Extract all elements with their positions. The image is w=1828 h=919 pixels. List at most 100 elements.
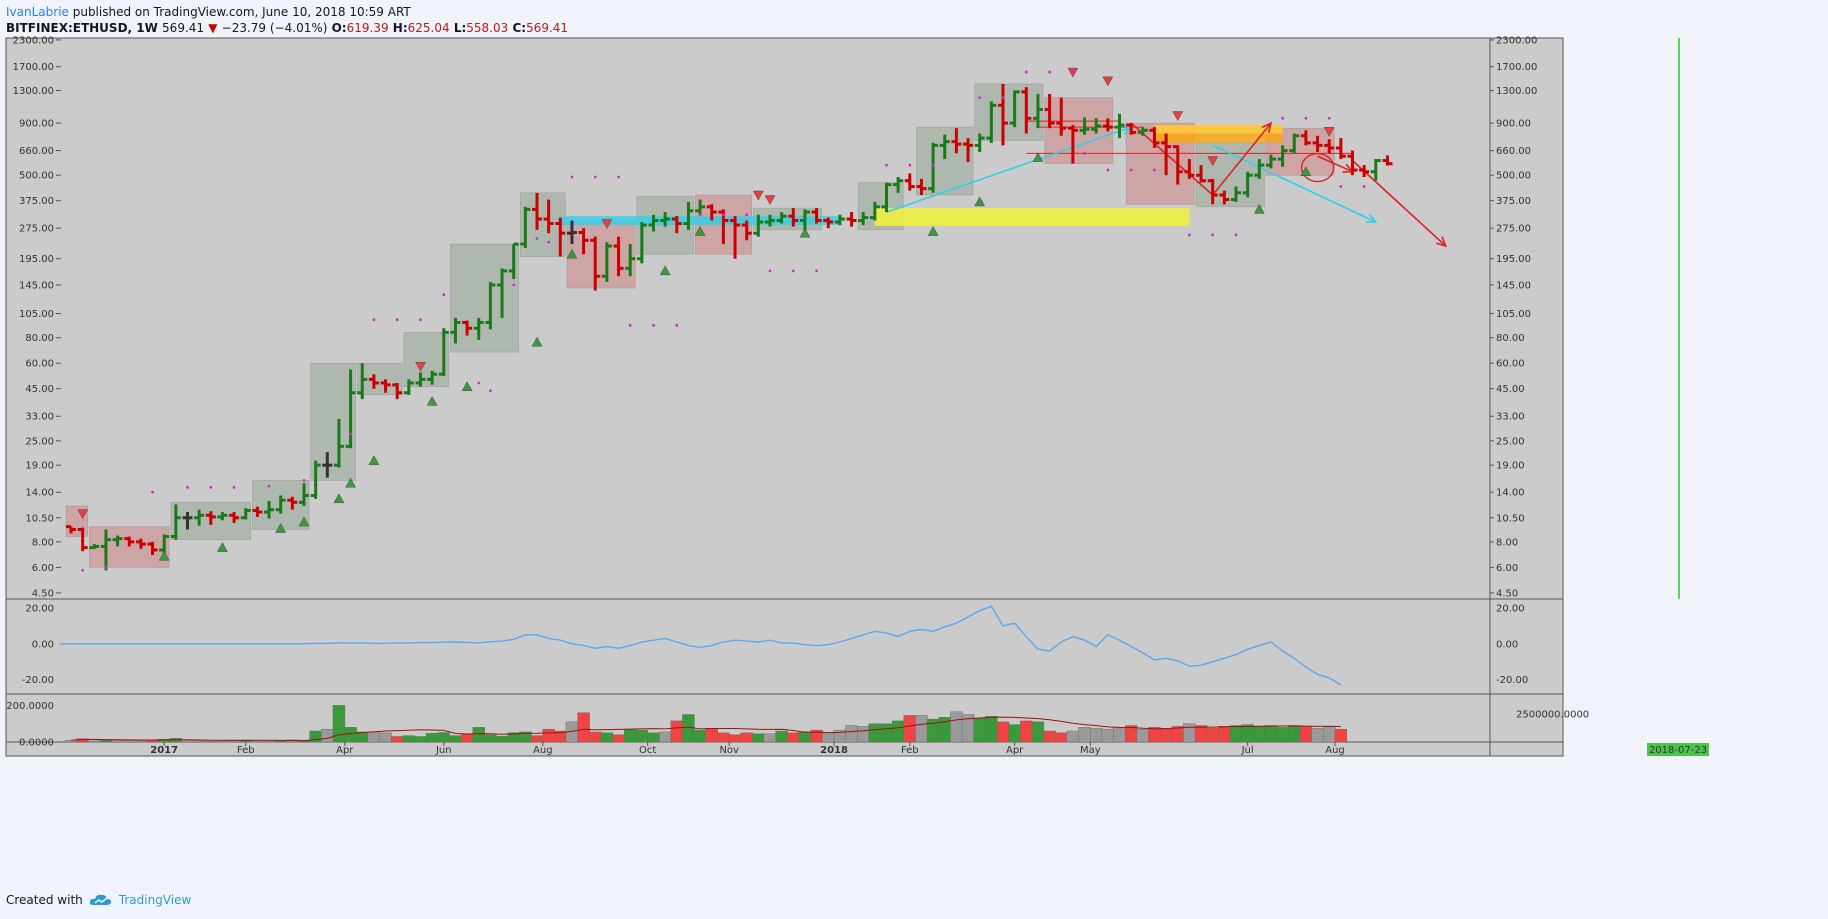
y-tick-label-left: 19.00 [25, 461, 54, 472]
osc-tick-label-right: -20.00 [1496, 675, 1528, 686]
open-value: 619.39 [346, 21, 389, 35]
volume-bar [624, 728, 637, 743]
pivot-dot [617, 175, 620, 179]
osc-tick-label-right: 20.00 [1496, 603, 1525, 614]
signal-up-icon [275, 523, 287, 533]
volume-bar [612, 734, 625, 743]
y-tick-label-right: 1700.00 [1496, 62, 1537, 73]
y-tick-label-right: 60.00 [1496, 359, 1525, 370]
y-tick-label-right: 900.00 [1496, 119, 1531, 130]
osc-tick-label-left: -20.00 [22, 675, 54, 686]
osc-tick-label-left: 20.00 [25, 603, 54, 614]
y-tick-label-left: 145.00 [19, 280, 54, 291]
right-axis-area [1489, 37, 1564, 757]
pivot-dot [1327, 116, 1331, 120]
osc-tick-label-right: 0.00 [1496, 639, 1518, 650]
y-tick-label-left: 25.00 [25, 436, 54, 447]
volume-bar [635, 729, 649, 743]
volume-bar [1020, 720, 1033, 743]
signal-up-icon [298, 516, 310, 527]
volume-bar [903, 715, 916, 743]
volume-bar [449, 735, 462, 743]
volume-bar [227, 740, 241, 743]
volume-bar [845, 725, 858, 743]
range-box [450, 243, 520, 353]
volume-bar [332, 705, 346, 743]
signal-down-icon [77, 509, 88, 520]
range-box [974, 83, 1044, 141]
red-circle-marker [1300, 152, 1335, 183]
pivot-dot [931, 163, 935, 167]
signal-up-icon [566, 248, 578, 259]
chart-axes: 2300.00 2300.00 1700.00 1700.00 1300.00 1300.… [6, 35, 1709, 756]
pivot-dot [768, 269, 772, 273]
signal-up-icon [1253, 204, 1265, 214]
y-tick-label-left: 375.00 [19, 196, 54, 207]
volume-bar [728, 734, 742, 743]
volume-bar [577, 712, 590, 743]
y-tick-label-left: 1300.00 [13, 86, 54, 97]
volume-bar [868, 723, 882, 743]
volume-bar [402, 735, 416, 743]
pivot-dot [1362, 185, 1366, 188]
x-tick-label: Nov [719, 745, 739, 756]
signal-up-icon [531, 336, 543, 347]
x-tick-label: Apr [336, 745, 354, 756]
open-label: O: [331, 21, 347, 35]
volume-bar [530, 735, 544, 743]
pivot-dot [209, 485, 213, 489]
pivot-dot [978, 96, 982, 99]
volume-bar [1206, 728, 1219, 743]
volume-bar [472, 727, 485, 743]
volume-bar [1229, 725, 1243, 743]
volume-bar [64, 739, 78, 743]
y-tick-label-left: 10.50 [25, 513, 54, 524]
volume-bar [798, 731, 812, 743]
close-label: C: [512, 21, 527, 35]
y-tick-label-right: 10.50 [1496, 513, 1525, 524]
volume-bar [437, 732, 450, 743]
volume-bar [1194, 725, 1208, 743]
cyan-band [560, 216, 840, 226]
pivot-dot [349, 432, 352, 436]
range-box [310, 362, 356, 481]
volume-bar [1148, 727, 1161, 743]
y-tick-label-left: 80.00 [25, 333, 54, 344]
pivot-dot [302, 479, 306, 482]
volume-bar [181, 739, 194, 743]
volume-bar [1311, 728, 1324, 743]
signal-up-icon [927, 226, 939, 236]
range-box [1195, 142, 1265, 208]
tradingview-brand-link[interactable]: TradingView [118, 893, 192, 907]
volume-bar [1218, 726, 1231, 743]
signal-up-icon [461, 381, 473, 391]
author-link[interactable]: IvanLabrie [6, 5, 69, 19]
volume-bar [600, 732, 614, 743]
pivot-dot [512, 283, 516, 287]
y-tick-label-left: 45.00 [25, 384, 54, 395]
symbol-line: BITFINEX:ETHUSD, 1W 569.41 ▼ −23.79 (−4.… [6, 20, 568, 36]
volume-bar [1008, 724, 1021, 743]
y-tick-label-right: 1300.00 [1496, 86, 1537, 97]
y-tick-label-left: 660.00 [19, 146, 54, 157]
volume-bar [705, 728, 718, 743]
volume-tick-label: 200.0000 [6, 701, 54, 712]
pivot-dot [547, 240, 551, 244]
pivot-dot [232, 485, 236, 489]
volume-bar [915, 715, 928, 743]
volume-bar [1136, 728, 1150, 743]
y-tick-label-left: 2300.00 [13, 35, 54, 46]
volume-bar [1066, 730, 1080, 743]
signal-up-icon [694, 226, 706, 236]
y-tick-label-right: 33.00 [1496, 412, 1525, 423]
signal-up-icon [217, 542, 228, 552]
plot-background [5, 37, 1564, 757]
pivot-dot [1071, 70, 1075, 74]
date-badge-label: 2018-07-23 [1649, 745, 1707, 756]
oscillator-line [59, 605, 1342, 686]
symbol-label: BITFINEX:ETHUSD, 1W [6, 21, 158, 35]
y-tick-label-left: 275.00 [19, 224, 54, 235]
cyan-trend-arrow-down-head [1365, 213, 1378, 223]
pivot-dot [698, 213, 702, 217]
